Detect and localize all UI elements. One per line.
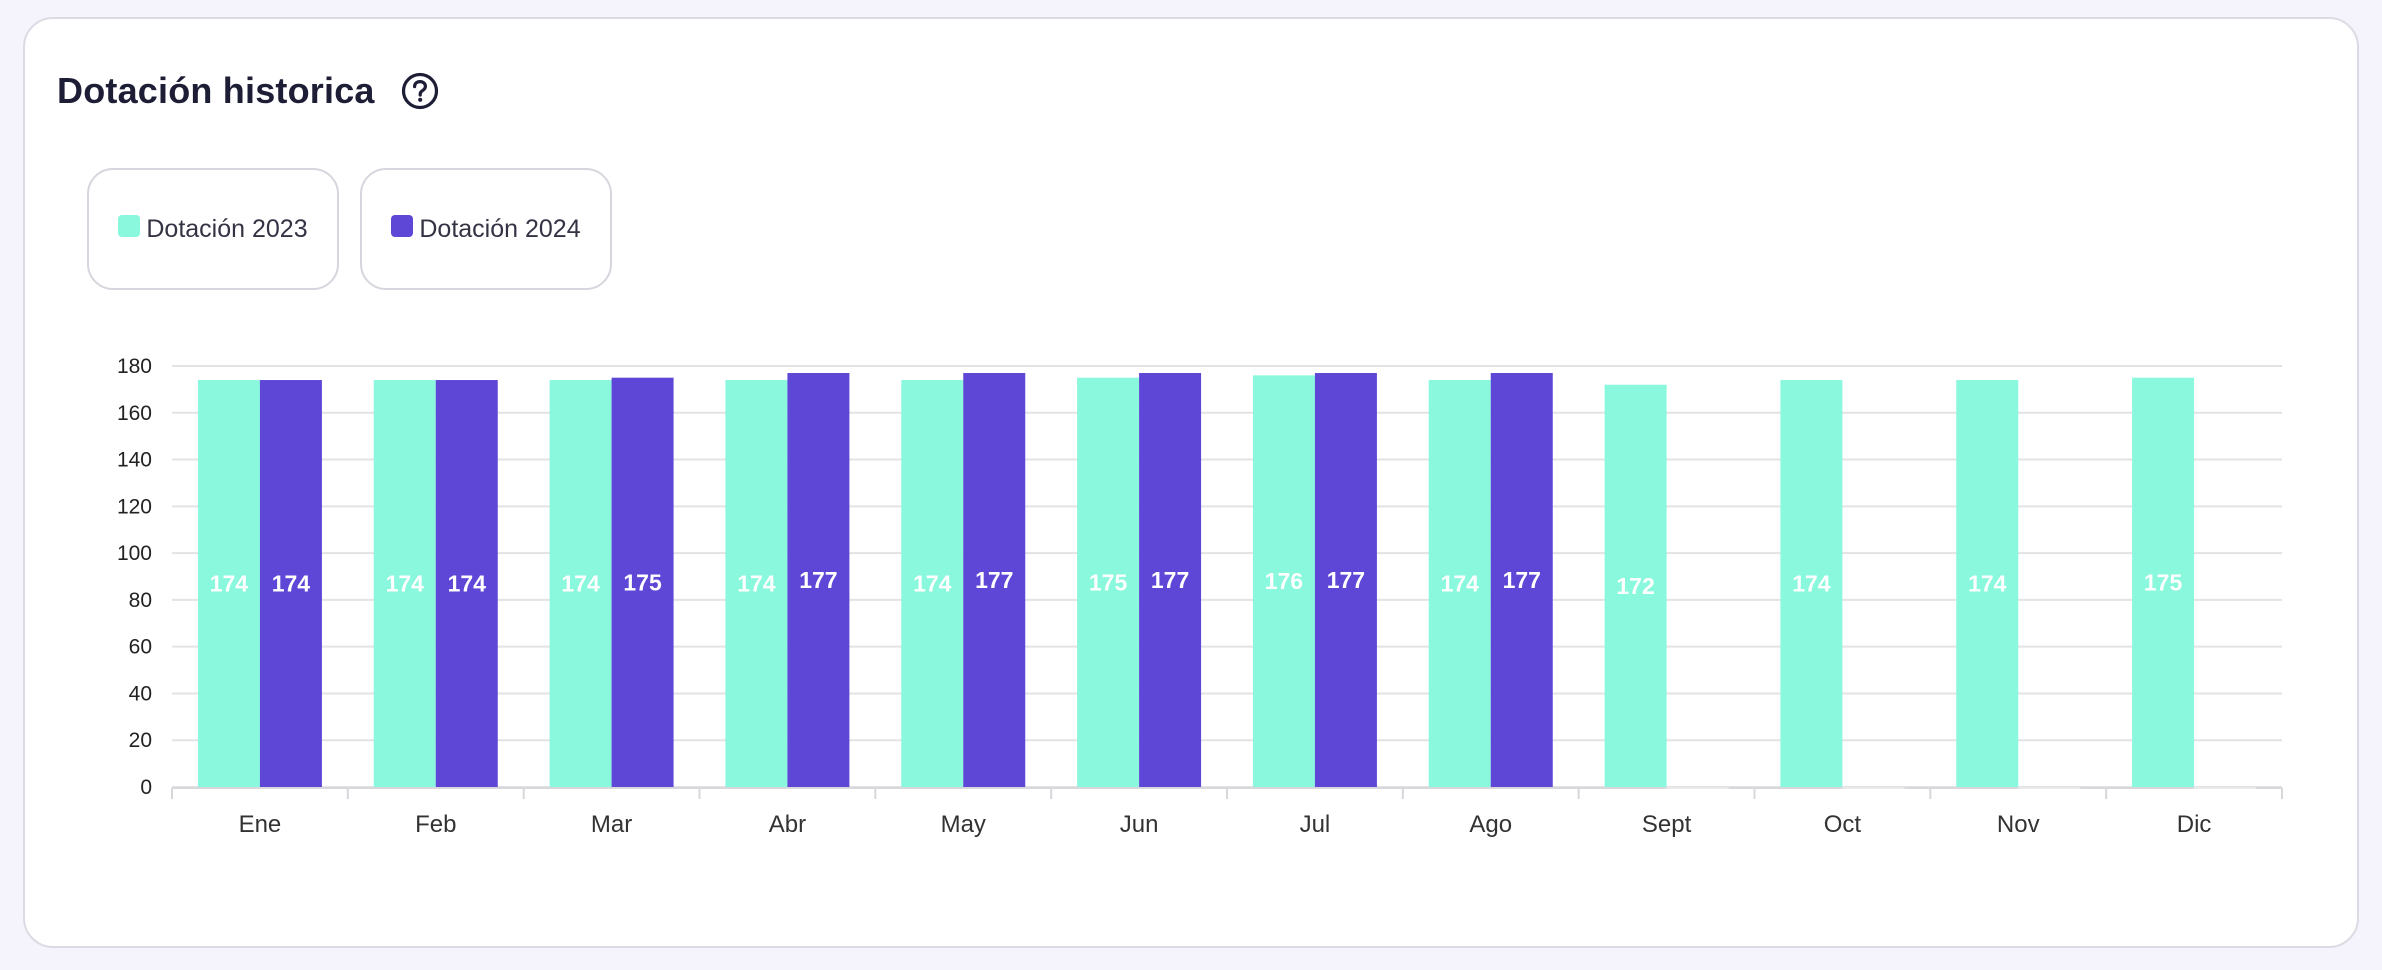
bar-data-label: 176 [1265, 568, 1303, 594]
bar-data-label: 177 [1327, 567, 1365, 593]
bar-data-label: 177 [1503, 567, 1541, 593]
bar-data-label: 174 [1792, 571, 1831, 597]
legend-label-2023: Dotación 2023 [146, 214, 308, 243]
legend-swatch-2023 [118, 215, 141, 237]
bar-2023 [2132, 377, 2195, 787]
y-tick-label: 60 [129, 636, 152, 659]
x-tick-label: Ago [1469, 811, 1512, 838]
y-tick-label: 180 [117, 355, 152, 378]
bar-data-label: 174 [913, 571, 952, 597]
x-tick-label: Dic [2177, 811, 2212, 838]
bar-2023 [1252, 375, 1315, 787]
bar-2024 [787, 373, 850, 787]
bar-2023 [373, 380, 436, 787]
x-tick-label: Abr [769, 811, 806, 838]
bar-data-label: 177 [799, 567, 837, 593]
bar-data-label: 177 [975, 567, 1013, 593]
bar-2023 [1077, 377, 1140, 787]
bar-2024 [435, 380, 498, 787]
bar-data-label: 175 [623, 569, 662, 595]
page-title: Dotación historica [57, 70, 375, 111]
bar-data-label: 174 [448, 571, 487, 597]
chart-legend: Dotación 2023 Dotación 2024 [87, 168, 612, 290]
y-tick-label: 0 [140, 776, 152, 799]
bar-data-label: 174 [737, 571, 776, 597]
bar-data-label: 174 [1968, 571, 2007, 597]
bar-2023 [1604, 384, 1667, 787]
x-tick-label: Jun [1120, 811, 1159, 838]
bar-2024 [1314, 373, 1377, 787]
bar-data-label: 174 [210, 571, 249, 597]
x-tick-label: Sept [1642, 811, 1692, 838]
bar-data-label: 175 [1089, 569, 1128, 595]
x-tick-label: Nov [1997, 811, 2040, 838]
y-tick-label: 100 [117, 542, 152, 565]
bar-2024 [1139, 373, 1202, 787]
bar-data-label: 172 [1616, 573, 1654, 599]
bar-data-label: 177 [1151, 567, 1189, 593]
bar-data-label: 174 [386, 571, 425, 597]
y-tick-label: 20 [129, 729, 152, 752]
bar-2023 [197, 380, 260, 787]
legend-swatch-2024 [391, 215, 414, 237]
bar-2024 [963, 373, 1026, 787]
x-tick-label: May [941, 811, 986, 838]
bar-2023 [1956, 380, 2019, 787]
legend-item-2024[interactable]: Dotación 2024 [360, 168, 612, 290]
y-tick-label: 80 [129, 589, 152, 612]
card-header: Dotación historica [57, 70, 439, 112]
bar-2023 [1780, 380, 1843, 787]
y-tick-label: 140 [117, 449, 152, 472]
bar-2023 [1428, 380, 1491, 787]
y-tick-label: 160 [117, 402, 152, 425]
y-tick-label: 120 [117, 495, 152, 518]
bar-data-label: 174 [1441, 571, 1480, 597]
bar-data-label: 174 [272, 571, 311, 597]
bar-2024 [611, 377, 674, 787]
x-tick-label: Ene [239, 811, 282, 838]
x-tick-label: Feb [415, 811, 456, 838]
bar-data-label: 175 [2144, 569, 2183, 595]
bar-2023 [725, 380, 788, 787]
bar-2023 [549, 380, 612, 787]
bar-data-label: 174 [561, 571, 600, 597]
legend-label-2024: Dotación 2024 [419, 214, 581, 243]
x-tick-label: Oct [1824, 811, 1862, 838]
question-circle-icon[interactable] [401, 72, 439, 110]
bar-2024 [259, 380, 322, 787]
legend-item-2023[interactable]: Dotación 2023 [87, 168, 339, 290]
bar-2024 [1490, 373, 1553, 787]
y-tick-label: 40 [129, 682, 152, 705]
x-tick-label: Mar [591, 811, 632, 838]
bar-2023 [901, 380, 964, 787]
x-tick-label: Jul [1300, 811, 1331, 838]
